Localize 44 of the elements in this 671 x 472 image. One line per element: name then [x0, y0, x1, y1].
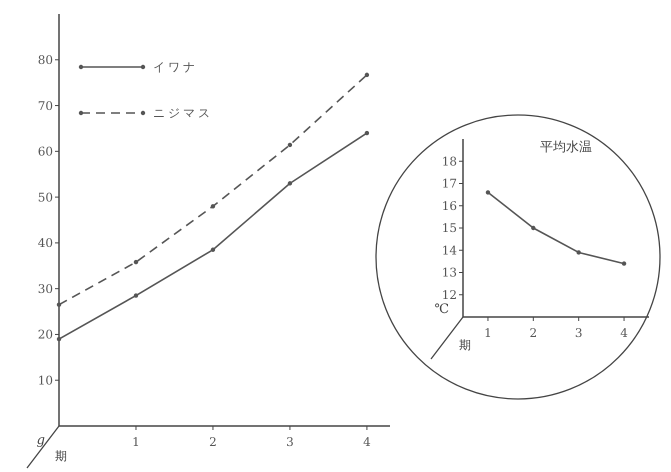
y-tick-label: 12 — [442, 288, 457, 302]
y-tick-label: 30 — [38, 282, 53, 296]
x-tick-label: 1 — [484, 326, 492, 340]
chart-title: 平均水温 — [540, 140, 592, 155]
y-tick-label: 50 — [38, 190, 53, 204]
y-tick-label: 10 — [38, 373, 53, 388]
y-tick-label: 13 — [442, 266, 457, 280]
point — [288, 142, 292, 148]
x-tick-label: 3 — [286, 435, 294, 449]
y-tick-label: 15 — [442, 221, 457, 236]
point — [210, 204, 216, 208]
point — [134, 260, 138, 264]
y-axis-title: ℃ — [434, 302, 449, 317]
point — [364, 72, 370, 78]
y-tick-label: 14 — [442, 243, 458, 258]
point — [210, 248, 216, 252]
point — [531, 226, 536, 230]
legend-label: イワナ — [153, 60, 198, 74]
y-tick-label: 17 — [442, 176, 457, 191]
x-axis-title: 期 — [55, 449, 67, 463]
point — [486, 190, 490, 195]
y-tick-label: 80 — [38, 52, 53, 67]
point — [364, 130, 370, 136]
y-tick-label: 20 — [38, 328, 53, 342]
point — [622, 261, 626, 266]
x-tick-label: 2 — [209, 435, 217, 449]
y-tick-label: 18 — [442, 154, 457, 168]
y-tick-label: 70 — [38, 98, 53, 113]
x-tick-label: 4 — [363, 435, 372, 449]
x-tick-label: 3 — [574, 326, 583, 340]
y-tick-label: 16 — [442, 198, 457, 213]
point — [288, 181, 292, 186]
point — [56, 302, 62, 307]
x-tick-label: 2 — [529, 326, 538, 340]
x-axis-title: 期 — [459, 338, 471, 352]
point — [576, 250, 581, 255]
y-tick-label: 40 — [38, 236, 53, 250]
y-axis-title: g — [36, 433, 45, 448]
legend-label: ニジマス — [153, 106, 213, 120]
x-tick-label: 4 — [620, 326, 628, 340]
y-tick-label: 60 — [38, 144, 53, 159]
point — [56, 336, 62, 342]
point — [134, 293, 138, 298]
x-tick-label: 1 — [132, 435, 140, 449]
